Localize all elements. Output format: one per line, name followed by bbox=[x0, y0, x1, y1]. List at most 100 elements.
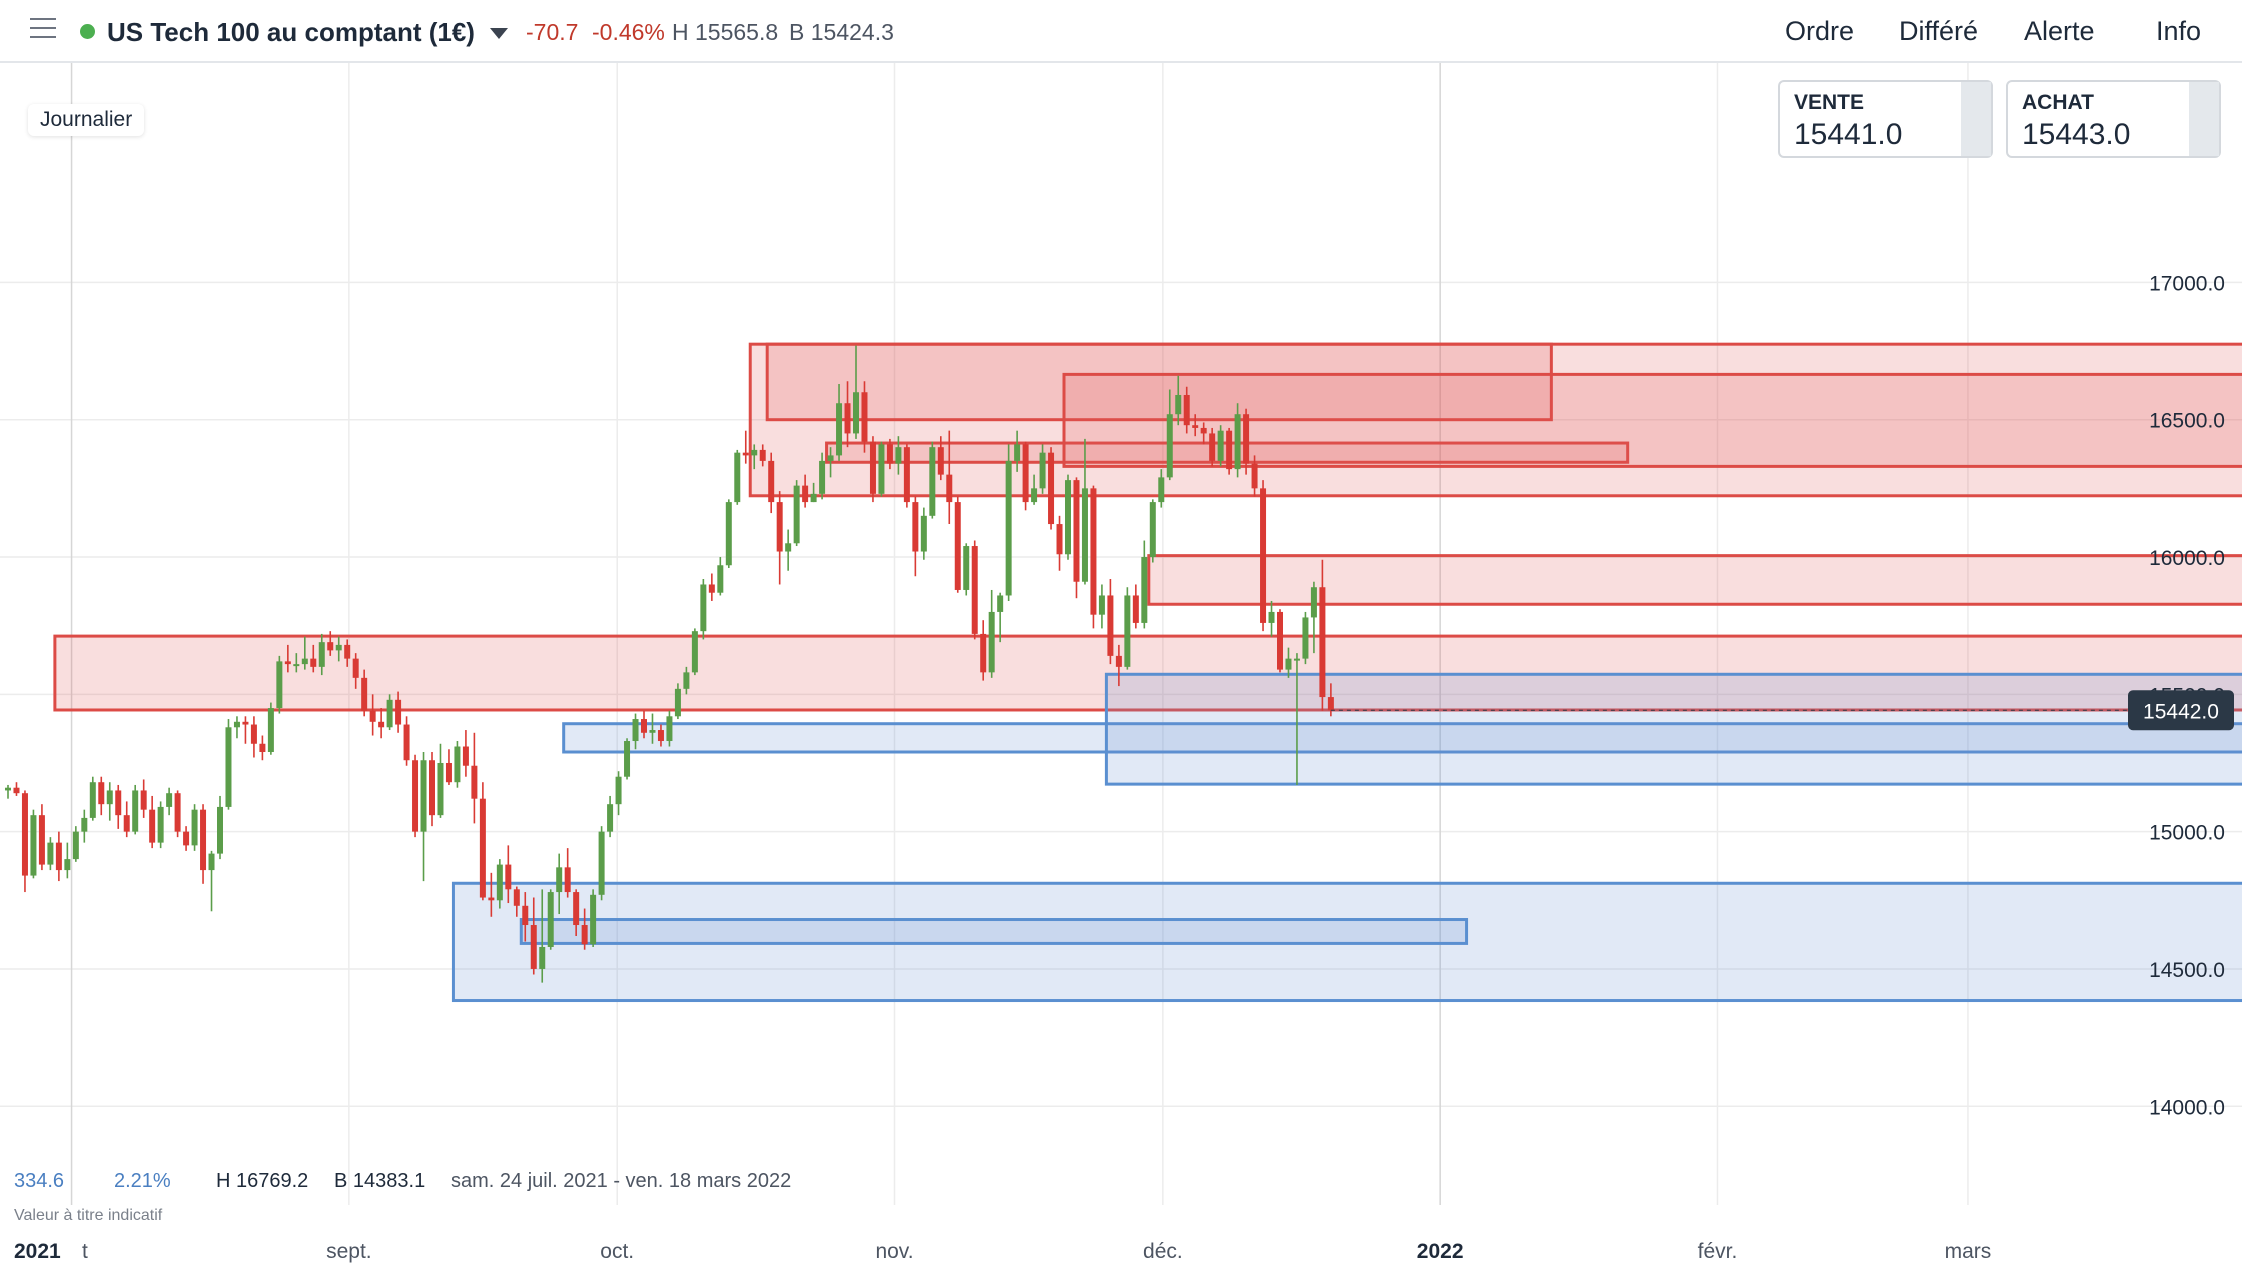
x-tick-label: 2021 bbox=[14, 1240, 61, 1263]
nav-alerte-button[interactable]: Alerte bbox=[2024, 16, 2095, 46]
candle-body bbox=[869, 441, 876, 494]
candle-body bbox=[420, 760, 427, 832]
y-tick-label: 16000.0 bbox=[2149, 547, 2225, 570]
last-price-badge bbox=[2128, 690, 2234, 731]
candle-body bbox=[123, 815, 130, 832]
nav-info-button[interactable]: Info bbox=[2156, 16, 2202, 46]
candle-body bbox=[954, 502, 961, 590]
candle-body bbox=[581, 925, 588, 945]
candle-body bbox=[1293, 658, 1300, 661]
y-tick-label: 16500.0 bbox=[2149, 410, 2225, 433]
range-percent: 2.21% bbox=[114, 1170, 171, 1192]
candle-body bbox=[335, 644, 342, 651]
candle-body bbox=[369, 710, 376, 722]
candle-body bbox=[115, 790, 122, 816]
candle-body bbox=[912, 502, 919, 552]
candle-body bbox=[895, 447, 902, 464]
sell-quote-button[interactable]: VENTE 15441.0 bbox=[1778, 80, 1993, 158]
candle-body bbox=[997, 595, 1004, 612]
candle-body bbox=[327, 642, 334, 651]
hamburger-menu-icon[interactable] bbox=[30, 18, 56, 40]
candle-body bbox=[751, 449, 758, 456]
buy-quote-button[interactable]: ACHAT 15443.0 bbox=[2006, 80, 2221, 158]
change-percent: -0.46% bbox=[592, 19, 665, 45]
candle-body bbox=[1175, 394, 1182, 415]
candle-body bbox=[403, 724, 410, 761]
candle-body bbox=[1260, 488, 1267, 623]
chart-grid bbox=[0, 63, 2242, 1205]
candle-body bbox=[886, 444, 893, 464]
demand-zone bbox=[1104, 672, 2242, 786]
instrument-name[interactable]: US Tech 100 au comptant (1€) bbox=[107, 17, 475, 47]
candle-body bbox=[547, 892, 554, 947]
x-tick-label: sept. bbox=[326, 1240, 372, 1263]
candle-body bbox=[225, 727, 232, 807]
candle-body bbox=[1310, 587, 1317, 618]
candle-body bbox=[810, 493, 817, 503]
candle-body bbox=[352, 658, 359, 678]
candle-body bbox=[971, 546, 978, 634]
candle-body bbox=[1048, 452, 1055, 525]
candle-body bbox=[624, 741, 631, 777]
candle-body bbox=[1234, 414, 1241, 470]
candle-body bbox=[1302, 617, 1309, 659]
candle-body bbox=[361, 677, 368, 711]
timeframe-label[interactable]: Journalier bbox=[28, 104, 145, 136]
candle-body bbox=[725, 502, 732, 566]
price-chart[interactable]: 17000.016500.016000.015500.015000.014500… bbox=[0, 63, 2242, 1268]
candle-body bbox=[72, 831, 79, 860]
candle-body bbox=[64, 859, 71, 871]
nav-differe-button[interactable]: Différé bbox=[1899, 16, 1979, 46]
candle-body bbox=[1183, 394, 1190, 426]
candle-body bbox=[734, 452, 741, 503]
candle-body bbox=[132, 790, 139, 832]
candle-body bbox=[1124, 595, 1131, 667]
candle-body bbox=[878, 444, 885, 494]
market-status-icon bbox=[80, 24, 95, 39]
candle-body bbox=[1081, 488, 1088, 582]
y-tick-label: 14000.0 bbox=[2149, 1096, 2225, 1119]
candle-body bbox=[259, 743, 266, 752]
buy-price: 15443.0 bbox=[2022, 118, 2131, 151]
change-points: -70.7 bbox=[526, 19, 579, 45]
candle-body bbox=[21, 793, 28, 876]
candle-body bbox=[89, 782, 96, 818]
candle-body bbox=[437, 762, 444, 816]
x-tick-label: févr. bbox=[1698, 1240, 1738, 1263]
candle-body bbox=[378, 721, 385, 728]
period-range: sam. 24 juil. 2021 - ven. 18 mars 2022 bbox=[451, 1170, 792, 1192]
supply-zone bbox=[1062, 372, 2242, 468]
candle-body bbox=[1065, 480, 1071, 555]
candle-body bbox=[717, 565, 724, 593]
sell-price: 15441.0 bbox=[1794, 118, 1903, 151]
candle-body bbox=[1166, 414, 1173, 478]
candle-body bbox=[1014, 444, 1021, 461]
candle-body bbox=[649, 730, 656, 733]
candle-body bbox=[1277, 611, 1283, 670]
candle-body bbox=[445, 762, 452, 783]
candle-body bbox=[683, 672, 690, 689]
candle-body bbox=[946, 474, 953, 503]
candle-body bbox=[1226, 430, 1233, 470]
supply-zone bbox=[1147, 554, 2242, 606]
candle-body bbox=[55, 842, 62, 871]
nav-ordre-button[interactable]: Ordre bbox=[1785, 16, 1855, 46]
candle-body bbox=[844, 403, 851, 434]
sell-tab bbox=[1961, 82, 1991, 156]
candle-body bbox=[513, 889, 520, 906]
supply-zone bbox=[765, 342, 1553, 422]
candle-body bbox=[208, 853, 215, 871]
period-high: H 16769.2 bbox=[216, 1170, 309, 1192]
chevron-down-icon[interactable] bbox=[490, 28, 508, 39]
sell-label: VENTE bbox=[1794, 91, 1865, 114]
candle-body bbox=[785, 543, 792, 552]
disclaimer-text: Valeur à titre indicatif bbox=[14, 1207, 163, 1224]
candle-body bbox=[929, 447, 936, 516]
candle-body bbox=[573, 892, 580, 926]
zone-layer bbox=[53, 342, 2242, 1003]
candle-body bbox=[861, 392, 868, 442]
session-low: B 15424.3 bbox=[789, 19, 894, 45]
candle-body bbox=[691, 631, 698, 673]
candle-body bbox=[598, 831, 605, 895]
candle-body bbox=[1268, 611, 1275, 623]
